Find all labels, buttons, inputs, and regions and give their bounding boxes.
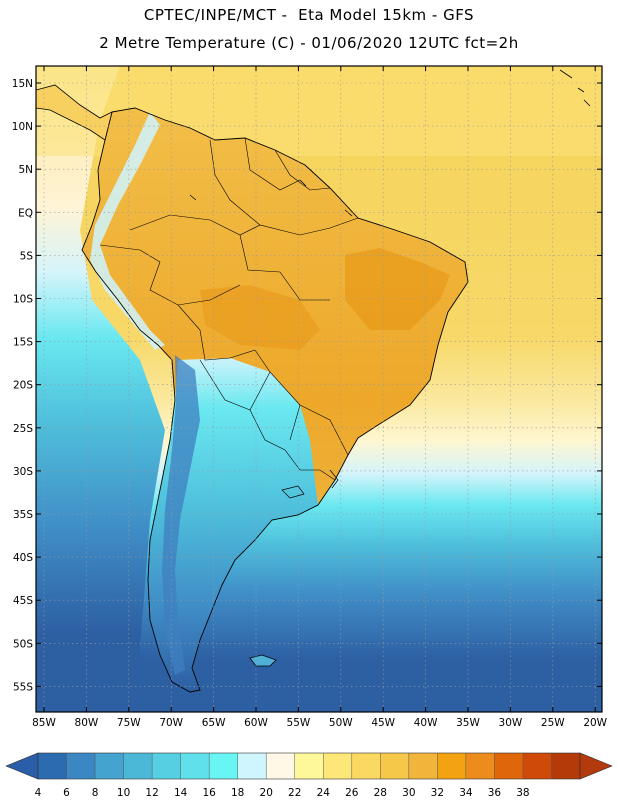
lakes	[189, 194, 339, 499]
lat-label: 50S	[13, 638, 33, 650]
colorbar-swatch	[408, 753, 438, 779]
pacific-field	[36, 66, 165, 712]
colorbar-tick-label: 32	[431, 787, 444, 799]
colorbar-tick-label: 22	[288, 787, 301, 799]
colorbar-tick-label: 16	[202, 787, 216, 799]
colorbar-swatch	[380, 753, 410, 779]
lat-label: 5S	[20, 250, 34, 262]
colorbar-tick-label: 18	[231, 787, 244, 799]
central-hot-patch	[200, 285, 320, 350]
colorbar-swatch	[294, 753, 324, 779]
colorbar-tick-label: 14	[174, 787, 188, 799]
lat-label: 10N	[12, 121, 33, 133]
colorbar-swatch	[323, 753, 353, 779]
colorbar-tick-label: 38	[516, 787, 529, 799]
colorbar-swatch	[152, 753, 182, 779]
lon-label: 40W	[414, 717, 438, 729]
lat-label: 25S	[13, 423, 33, 435]
lon-label: 85W	[32, 717, 56, 729]
northeast-hot-patch	[345, 248, 450, 330]
andes-cold-strip	[90, 112, 165, 350]
lon-label: 75W	[117, 717, 141, 729]
colorbar-swatch	[38, 753, 67, 779]
lat-label: EQ	[18, 207, 33, 219]
colorbar-swatch	[266, 753, 296, 779]
lat-label: 40S	[13, 552, 33, 564]
central-america-coast	[36, 84, 113, 141]
colorbar-tick-label: 12	[145, 787, 158, 799]
andes-blue-strip	[162, 355, 200, 675]
lon-label: 20W	[583, 717, 607, 729]
caribbean-islands	[299, 69, 591, 217]
chart-subtitle: 2 Metre Temperature (C) - 01/06/2020 12U…	[99, 34, 519, 52]
colorbar-tick-label: 34	[459, 787, 473, 799]
map-fields	[36, 66, 602, 712]
colorbar-swatch	[66, 753, 96, 779]
colorbar-swatch	[123, 753, 153, 779]
colorbar-tick-label: 36	[488, 787, 502, 799]
lat-label: 15S	[13, 337, 33, 349]
colorbar-swatch	[494, 753, 524, 779]
lon-label: 45W	[371, 717, 395, 729]
colorbar-tick-label: 4	[35, 787, 42, 799]
lat-label: 35S	[13, 509, 33, 521]
lat-label: 15N	[12, 78, 33, 90]
colorbar-swatch	[465, 753, 495, 779]
lon-label: 25W	[541, 717, 565, 729]
colorbar-tick-label: 28	[374, 787, 387, 799]
lon-label: 70W	[159, 717, 183, 729]
colorbar-swatch	[551, 753, 581, 779]
colorbar-tick-label: 20	[260, 787, 273, 799]
lon-label: 55W	[287, 717, 311, 729]
country-borders	[99, 137, 359, 481]
lon-label: 65W	[202, 717, 226, 729]
coastline	[81, 107, 469, 693]
colorbar-tick-label: 10	[117, 787, 130, 799]
lat-label: 5N	[18, 164, 33, 176]
lat-label: 30S	[13, 466, 33, 478]
colorbar-swatch	[522, 753, 552, 779]
lon-label: 50W	[329, 717, 353, 729]
colorbar: 4 6 8 10 12 14 16 18 20 22 24 26 28 30 32 34 36 38	[5, 752, 613, 799]
lat-label: 55S	[13, 681, 33, 693]
colorbar-swatch	[95, 753, 124, 779]
colorbar-swatch	[437, 753, 467, 779]
lon-label: 80W	[75, 717, 99, 729]
lon-label: 60W	[244, 717, 268, 729]
colorbar-swatch	[351, 753, 381, 779]
map-frame	[35, 65, 603, 713]
lat-label: 10S	[13, 294, 33, 306]
lat-label: 45S	[13, 595, 33, 607]
lon-label: 35W	[456, 717, 480, 729]
colorbar-swatch	[209, 753, 239, 779]
colorbar-tick-label: 24	[317, 787, 331, 799]
colorbar-swatch	[180, 753, 210, 779]
colorbar-tick-label: 30	[402, 787, 415, 799]
lon-label: 30W	[499, 717, 523, 729]
colorbar-swatch	[237, 753, 267, 779]
colorbar-high-arrow	[579, 752, 613, 780]
longitude-labels: 85W 80W 75W 70W 65W 60W 55W 50W 45W 40W 35W 30W 25W 2…	[32, 66, 608, 729]
chart-title: CPTEC/INPE/MCT - Eta Model 15km - GFS	[143, 6, 475, 24]
colorbar-tick-label: 6	[63, 787, 70, 799]
colorbar-tick-label: 8	[92, 787, 99, 799]
falklands-island	[249, 654, 277, 667]
colorbar-tick-label: 26	[345, 787, 359, 799]
lat-label: 20S	[13, 380, 33, 392]
latitude-labels: 15N 10N 5N EQ 5S 10S 15S 20S 25S 30S 35S 40S 45S 50S 5…	[12, 78, 602, 693]
colorbar-low-arrow	[5, 752, 39, 780]
